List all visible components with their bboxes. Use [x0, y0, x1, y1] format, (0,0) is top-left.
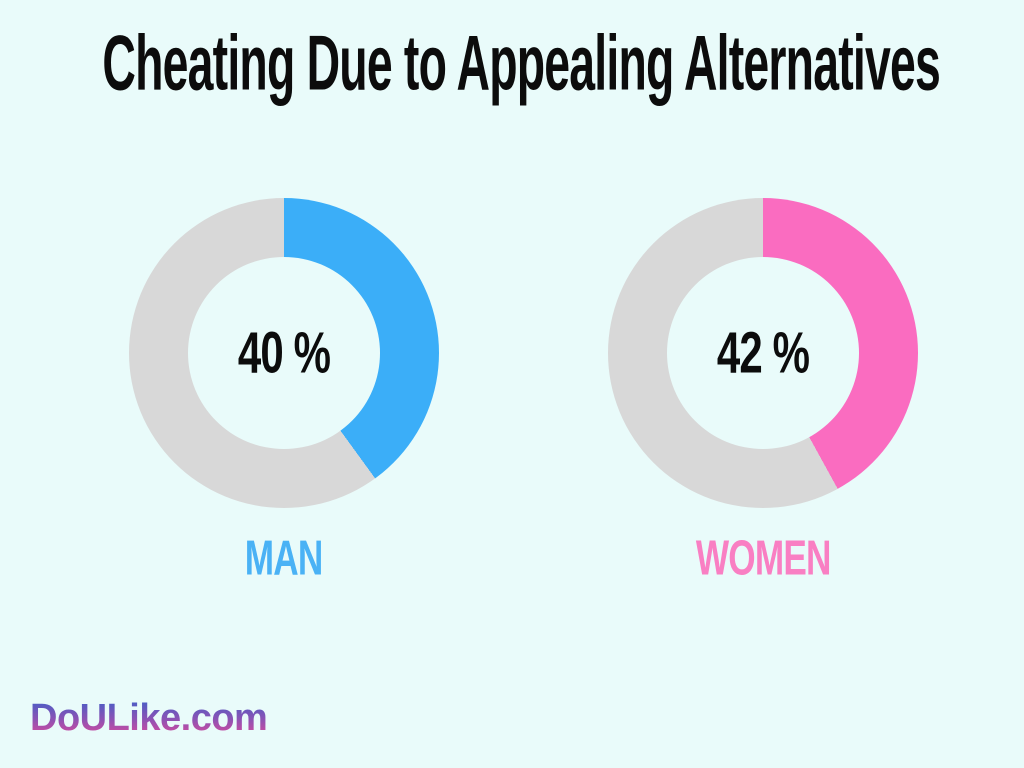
donut-value-man: 40 %	[237, 320, 331, 386]
brand-logo: DoULike.com	[30, 697, 268, 739]
donut-label-women: WOMEN	[695, 531, 832, 586]
donut-label-man: MAN	[245, 531, 324, 586]
donut-group-man: 40 % MAN	[129, 198, 439, 586]
donut-value-women: 42 %	[716, 320, 810, 386]
donut-group-women: 42 % WOMEN	[608, 198, 918, 586]
donut-hole	[667, 257, 859, 449]
donut-hole	[188, 257, 380, 449]
donut-chart-man: 40 %	[129, 198, 439, 508]
chart-title: Cheating Due to Appealing Alternatives	[102, 19, 940, 108]
donut-chart-women: 42 %	[608, 198, 918, 508]
